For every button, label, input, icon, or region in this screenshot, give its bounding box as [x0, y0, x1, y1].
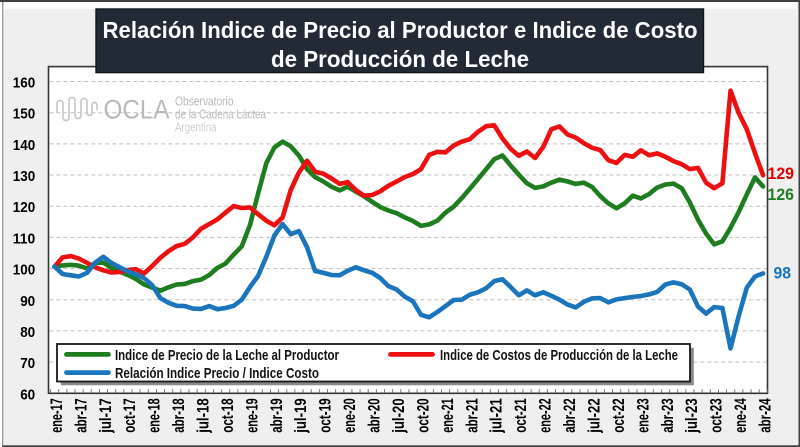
svg-text:abr-19: abr-19: [267, 398, 286, 433]
svg-text:110: 110: [13, 231, 35, 247]
svg-text:abr-18: abr-18: [169, 398, 188, 433]
svg-text:abr-20: abr-20: [365, 398, 384, 433]
svg-text:jul-17: jul-17: [96, 398, 115, 433]
svg-text:Observatorio: Observatorio: [175, 95, 234, 109]
svg-text:130: 130: [13, 169, 35, 185]
svg-text:120: 120: [13, 200, 35, 216]
svg-text:80: 80: [20, 325, 35, 341]
svg-text:70: 70: [20, 356, 35, 372]
svg-text:60: 60: [20, 387, 35, 403]
svg-text:abr-24: abr-24: [756, 398, 775, 433]
svg-text:ene-19: ene-19: [242, 398, 261, 433]
svg-text:abr-17: abr-17: [71, 398, 90, 433]
svg-text:ene-21: ene-21: [438, 398, 457, 433]
svg-text:150: 150: [13, 107, 35, 123]
svg-text:129: 129: [768, 165, 795, 183]
svg-text:oct-22: oct-22: [609, 398, 628, 433]
svg-text:ene-23: ene-23: [633, 398, 652, 433]
svg-text:140: 140: [13, 138, 35, 154]
svg-text:de la Cadena Láctea: de la Cadena Láctea: [175, 108, 266, 122]
svg-text:OCLA: OCLA: [104, 95, 170, 125]
svg-text:oct-23: oct-23: [707, 398, 726, 433]
svg-text:98: 98: [774, 264, 792, 282]
svg-text:abr-23: abr-23: [658, 398, 677, 433]
svg-text:oct-18: oct-18: [218, 398, 237, 433]
svg-text:jul-21: jul-21: [487, 398, 506, 433]
svg-text:abr-21: abr-21: [462, 398, 481, 433]
svg-text:jul-18: jul-18: [194, 398, 213, 433]
svg-text:oct-20: oct-20: [413, 398, 432, 433]
svg-text:100: 100: [13, 263, 35, 279]
svg-text:Relación Indice Precio / Indic: Relación Indice Precio / Indice Costo: [115, 365, 319, 382]
svg-text:ene-18: ene-18: [145, 398, 164, 433]
svg-text:jul-19: jul-19: [291, 398, 310, 433]
svg-text:jul-22: jul-22: [585, 398, 604, 433]
svg-text:jul-23: jul-23: [682, 398, 701, 433]
svg-text:ene-20: ene-20: [340, 398, 359, 433]
svg-text:ene-22: ene-22: [536, 398, 555, 433]
svg-text:Argentina: Argentina: [175, 121, 217, 135]
svg-text:de Producción de Leche: de Producción de Leche: [271, 46, 529, 72]
svg-text:ene-24: ene-24: [731, 398, 750, 433]
svg-text:oct-21: oct-21: [511, 398, 530, 433]
svg-text:Relación Indice de Precio al P: Relación Indice de Precio al Productor e…: [103, 17, 698, 43]
svg-text:abr-22: abr-22: [560, 398, 579, 433]
svg-text:oct-17: oct-17: [120, 398, 139, 433]
svg-text:126: 126: [768, 186, 795, 204]
svg-text:Indice de Precio de la Leche a: Indice de Precio de la Leche al Producto…: [115, 347, 339, 364]
svg-text:90: 90: [20, 294, 35, 310]
svg-text:oct-19: oct-19: [316, 398, 335, 433]
svg-text:Indice de Costos de Producción: Indice de Costos de Producción de la Lec…: [440, 347, 678, 364]
svg-text:160: 160: [13, 76, 35, 92]
svg-text:ene-17: ene-17: [47, 398, 66, 433]
svg-text:jul-20: jul-20: [389, 398, 408, 433]
